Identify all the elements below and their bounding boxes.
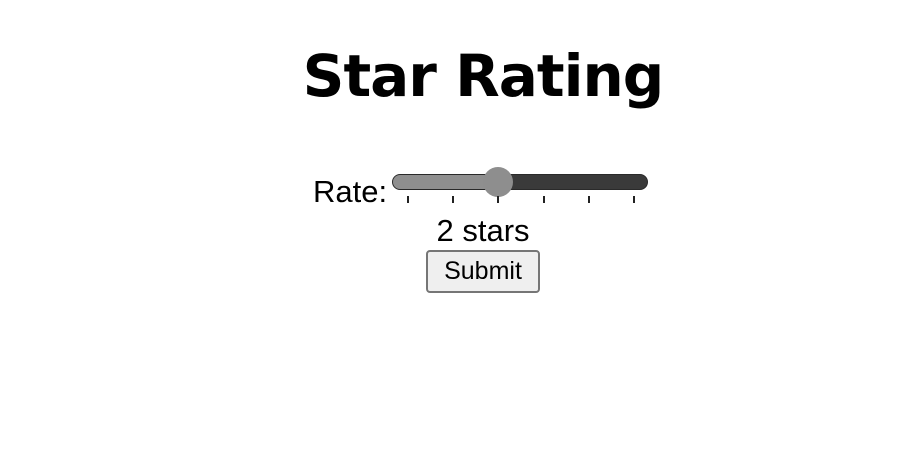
rating-slider[interactable] — [392, 167, 648, 208]
slider-track-fill — [393, 175, 500, 189]
submit-button[interactable]: Submit — [426, 250, 540, 293]
rating-value-text: 2 stars — [436, 213, 530, 248]
rate-label: Rate: — [313, 174, 388, 209]
slider-tick — [452, 196, 455, 203]
slider-track[interactable] — [392, 174, 648, 190]
slider-tick — [497, 196, 500, 203]
slider-tick — [633, 196, 635, 203]
slider-thumb[interactable] — [483, 167, 514, 197]
slider-tick — [407, 196, 409, 203]
page-title: Star Rating — [302, 42, 665, 110]
slider-tick — [542, 196, 545, 203]
slider-tick — [587, 196, 590, 203]
